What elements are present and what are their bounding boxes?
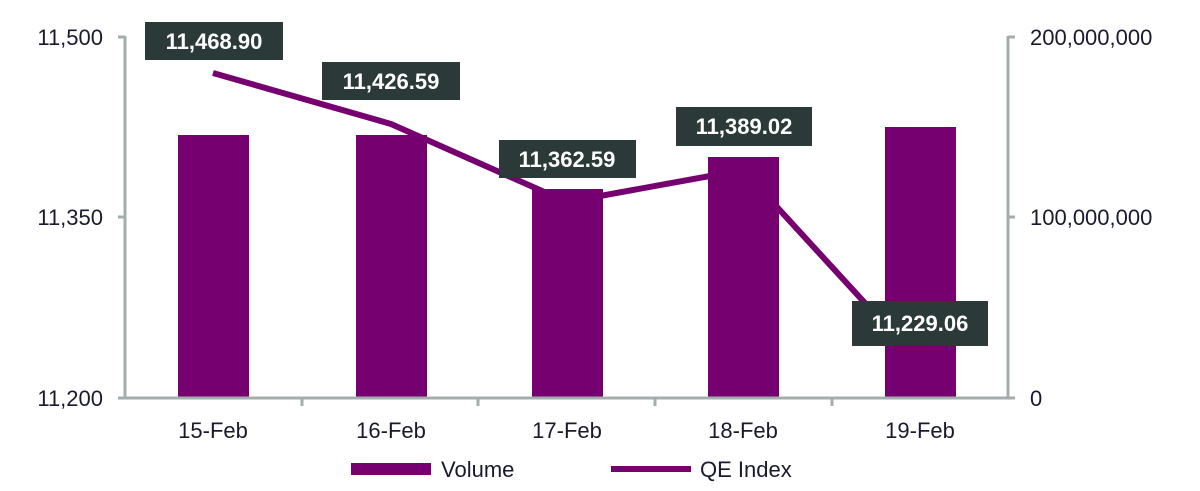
bar-19-feb <box>885 127 956 398</box>
data-label-19-feb: 11,229.06 <box>852 301 988 346</box>
x-axis: 15-Feb 16-Feb 17-Feb 18-Feb 19-Feb <box>120 396 1008 443</box>
legend-label: QE Index <box>700 457 792 482</box>
right-tick-label: 200,000,000 <box>1030 25 1152 50</box>
svg-text:11,468.90: 11,468.90 <box>166 29 263 54</box>
bar-15-feb <box>178 135 249 398</box>
qe-index-line <box>212 70 923 366</box>
bar-16-feb <box>356 135 427 398</box>
legend-item-qe-index[interactable]: QE Index <box>611 457 792 482</box>
legend-item-volume[interactable]: Volume <box>351 457 514 482</box>
legend: Volume QE Index <box>351 457 792 482</box>
category-label: 16-Feb <box>356 418 426 443</box>
data-label-18-feb: 11,389.02 <box>676 107 812 146</box>
bar-17-feb <box>532 189 603 398</box>
bar-18-feb <box>708 157 779 398</box>
category-label: 18-Feb <box>708 418 778 443</box>
svg-text:11,362.59: 11,362.59 <box>519 147 616 172</box>
data-label-17-feb: 11,362.59 <box>499 140 636 178</box>
data-label-16-feb: 11,426.59 <box>322 62 460 100</box>
legend-label: Volume <box>441 457 514 482</box>
left-y-axis: 11,500 11,350 11,200 <box>37 25 127 411</box>
left-tick-label: 11,350 <box>37 205 103 230</box>
category-label: 19-Feb <box>885 418 955 443</box>
left-tick-label: 11,200 <box>37 386 103 411</box>
svg-text:11,389.02: 11,389.02 <box>696 114 793 139</box>
right-tick-label: 0 <box>1030 386 1042 411</box>
left-tick-label: 11,500 <box>37 25 103 50</box>
right-tick-label: 100,000,000 <box>1030 205 1152 230</box>
legend-swatch-line-icon <box>611 466 691 472</box>
category-label: 17-Feb <box>532 418 602 443</box>
legend-swatch-bar-icon <box>351 463 431 475</box>
data-labels: 11,468.90 11,426.59 11,362.59 11,389.02 … <box>145 22 988 346</box>
data-label-15-feb: 11,468.90 <box>145 22 283 60</box>
volume-bars <box>178 127 956 398</box>
right-y-axis: 200,000,000 100,000,000 0 <box>1006 25 1152 411</box>
svg-text:11,229.06: 11,229.06 <box>872 311 969 336</box>
svg-text:11,426.59: 11,426.59 <box>343 69 440 94</box>
category-label: 15-Feb <box>178 418 248 443</box>
